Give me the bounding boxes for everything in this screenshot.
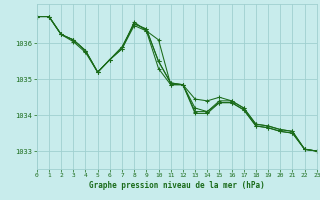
X-axis label: Graphe pression niveau de la mer (hPa): Graphe pression niveau de la mer (hPa) (89, 181, 265, 190)
